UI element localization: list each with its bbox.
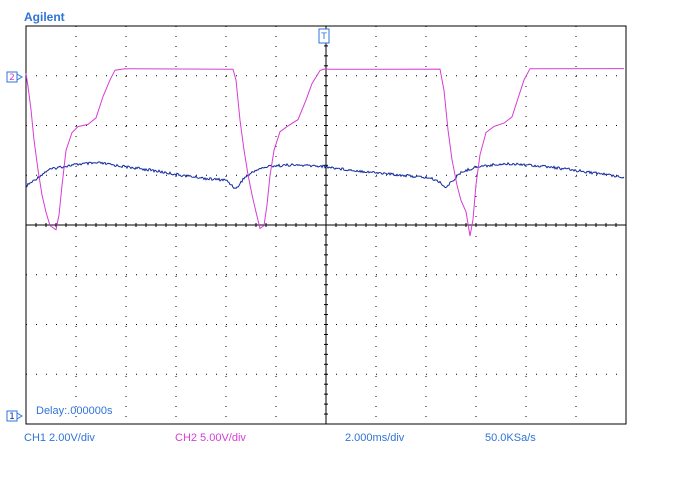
trigger-marker[interactable]: T [318,28,330,44]
timebase-readout: 2.000ms/div [345,432,405,444]
ch1-scale-readout: CH1 2.00V/div [24,432,95,444]
ch1-reference-marker[interactable]: 1 [6,410,23,422]
delay-readout: Delay:.000000s [36,405,113,417]
ch1-marker-label: 1 [9,412,15,422]
graticule-grid [25,25,627,425]
trigger-marker-label: T [320,32,327,42]
ch2-reference-marker[interactable]: 2 [6,71,23,83]
ch2-waveform [25,68,625,237]
agilent-logo: Agilent [24,10,65,24]
samplerate-readout: 50.0KSa/s [485,432,536,444]
ch2-marker-label: 2 [9,73,15,83]
ch1-waveform [25,161,625,190]
ch2-scale-readout: CH2 5.00V/div [175,432,246,444]
